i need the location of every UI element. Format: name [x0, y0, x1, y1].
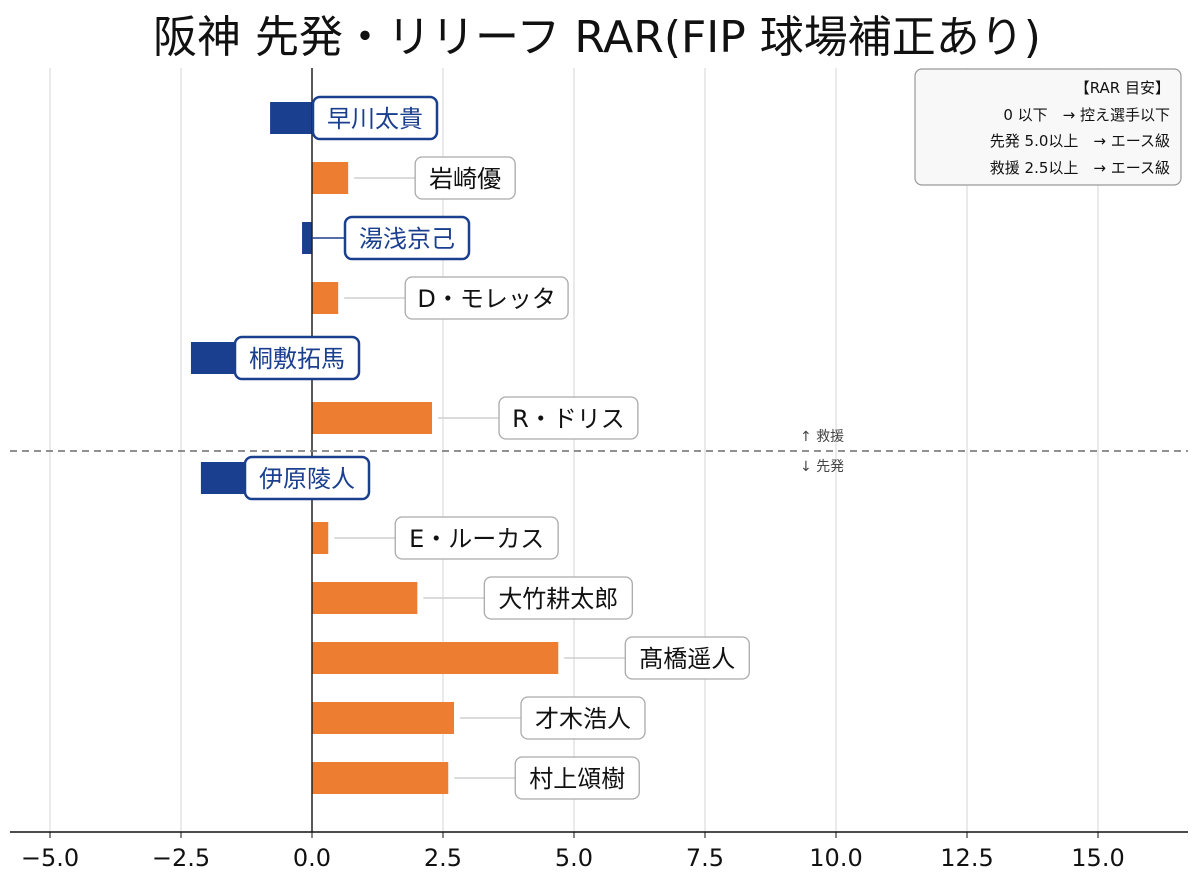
- bar-label: D・モレッタ: [417, 285, 555, 313]
- divider-upper-label: ↑ 救援: [800, 429, 844, 445]
- legend-line: 救援 2.5以上 → エース級: [990, 159, 1170, 177]
- bar-label-box: [233, 335, 361, 381]
- bar: [312, 582, 418, 614]
- x-tick-label: 0.0: [293, 844, 331, 872]
- bar-label-box: [483, 576, 633, 620]
- bar: [312, 642, 559, 674]
- bar-label: E・ルーカス: [409, 525, 544, 553]
- legend-line: 先発 5.0以上 → エース級: [990, 132, 1170, 150]
- legend-title: 【RAR 目安】: [1075, 79, 1170, 97]
- bar-label-box: [514, 756, 640, 800]
- x-tick-label: 2.5: [424, 844, 462, 872]
- x-tick-label: 5.0: [555, 844, 593, 872]
- bar-label-box: [520, 696, 646, 740]
- bar-label-box: [394, 516, 559, 560]
- bar-label: 岩崎優: [429, 165, 501, 193]
- bar-label-box: [414, 156, 516, 200]
- legend-line: 0 以下 → 控え選手以下: [1003, 106, 1170, 124]
- bar-label-box: [243, 455, 371, 501]
- x-tick-label: −5.0: [21, 844, 79, 872]
- bar-label-box: [404, 276, 569, 320]
- bar: [312, 402, 432, 434]
- bar-label-box: [498, 396, 639, 440]
- bar-label-box: [311, 95, 439, 141]
- x-tick-label: 7.5: [686, 844, 724, 872]
- bar: [312, 702, 455, 734]
- bar-label: 湯浅京己: [359, 225, 455, 253]
- x-tick-label: 12.5: [940, 844, 993, 872]
- bar: [312, 762, 449, 794]
- bar-label: 村上頌樹: [529, 765, 625, 793]
- bar-label: 伊原陵人: [259, 465, 355, 493]
- bar-label: R・ドリス: [512, 405, 625, 433]
- bar: [270, 102, 312, 134]
- x-tick-label: 15.0: [1071, 844, 1124, 872]
- bar-label: 大竹耕太郎: [498, 585, 618, 613]
- bar: [302, 222, 312, 254]
- bar-label: 桐敷拓馬: [249, 345, 345, 373]
- legend-box: [914, 68, 1182, 186]
- bar-label-box: [624, 636, 750, 680]
- x-tick-label: −2.5: [152, 844, 210, 872]
- bar-label-box: [343, 215, 471, 261]
- bar-label: 早川太貴: [327, 105, 423, 133]
- bar: [312, 522, 329, 554]
- bar-label: 髙橋遥人: [639, 645, 735, 673]
- chart-title: 阪神 先発・リリーフ RAR(FIP 球場補正あり): [153, 12, 1041, 63]
- x-tick-label: 10.0: [809, 844, 862, 872]
- bar: [312, 162, 349, 194]
- bar-label: 才木浩人: [535, 705, 631, 733]
- divider-lower-label: ↓ 先発: [800, 459, 844, 475]
- bar: [312, 282, 339, 314]
- legend: 【RAR 目安】 0 以下 → 控え選手以下 先発 5.0以上 → エース級 救…: [914, 68, 1182, 186]
